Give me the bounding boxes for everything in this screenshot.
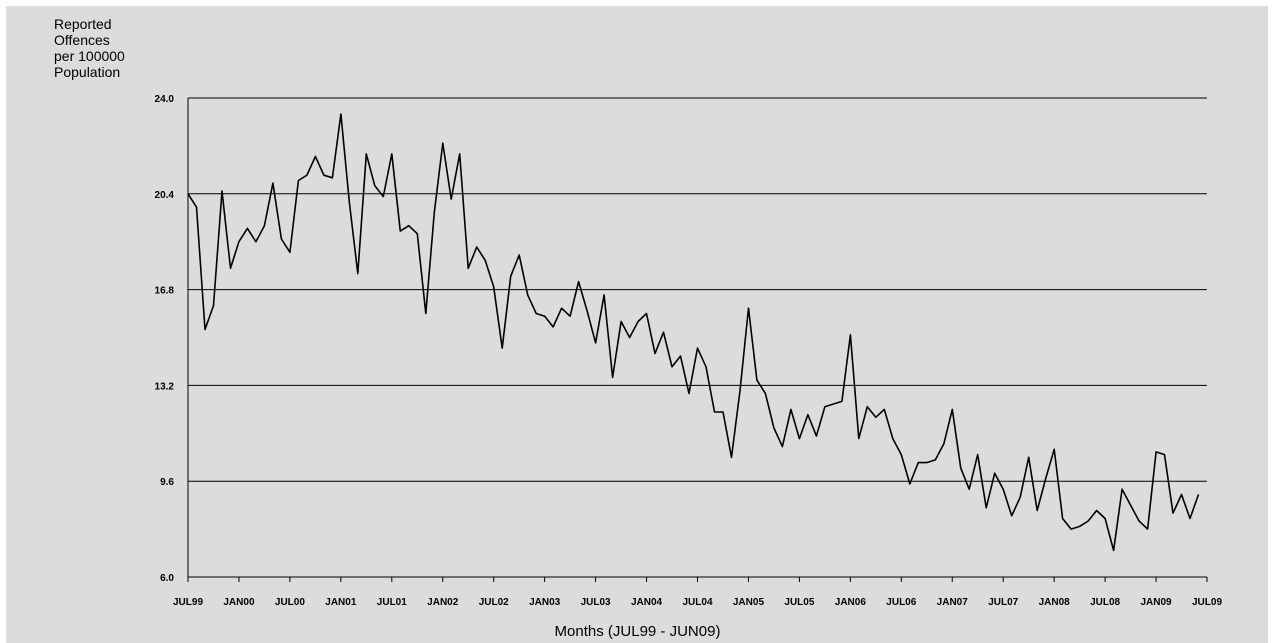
x-tick-label: JUL09: [1192, 597, 1222, 608]
y-tick-label: 16.8: [155, 286, 175, 297]
x-tick-label: JAN03: [529, 597, 561, 608]
y-tick-label: 24.0: [155, 94, 175, 105]
x-tick-label: JAN07: [937, 597, 969, 608]
x-tick-label: JAN06: [835, 597, 867, 608]
x-tick-label: JUL02: [479, 597, 509, 608]
x-tick-label: JUL04: [682, 597, 712, 608]
y-axis-title-line-3: per 100000: [54, 48, 125, 64]
x-tick-label: JAN04: [631, 597, 663, 608]
x-tick-label: JUL08: [1090, 597, 1120, 608]
x-tick-label: JAN09: [1140, 597, 1172, 608]
x-tick-label: JUL07: [988, 597, 1018, 608]
x-tick-label: JAN02: [427, 597, 459, 608]
x-tick-label: JUL03: [581, 597, 611, 608]
x-tick-label: JUL00: [275, 597, 305, 608]
y-axis-title-line-4: Population: [54, 64, 121, 80]
y-axis-title-line-1: Reported: [54, 16, 112, 32]
x-tick-label: JUL06: [886, 597, 916, 608]
y-axis-title-line-2: Offences: [54, 32, 110, 48]
x-tick-label: JUL01: [377, 597, 407, 608]
x-tick-label: JAN00: [223, 597, 255, 608]
x-tick-label: JUL99: [173, 597, 203, 608]
series-line: [187, 113, 1200, 552]
y-tick-label: 13.2: [155, 381, 175, 392]
x-tick-label: JUL05: [784, 597, 814, 608]
y-tick-label: 20.4: [155, 190, 175, 201]
y-tick-label: 6.0: [160, 573, 174, 584]
y-tick-label: 9.6: [160, 477, 174, 488]
x-tick-label: JAN05: [733, 597, 765, 608]
x-tick-label: JAN08: [1039, 597, 1071, 608]
x-axis-title: Months (JUL99 - JUN09): [554, 623, 721, 640]
x-tick-label: JAN01: [325, 597, 357, 608]
